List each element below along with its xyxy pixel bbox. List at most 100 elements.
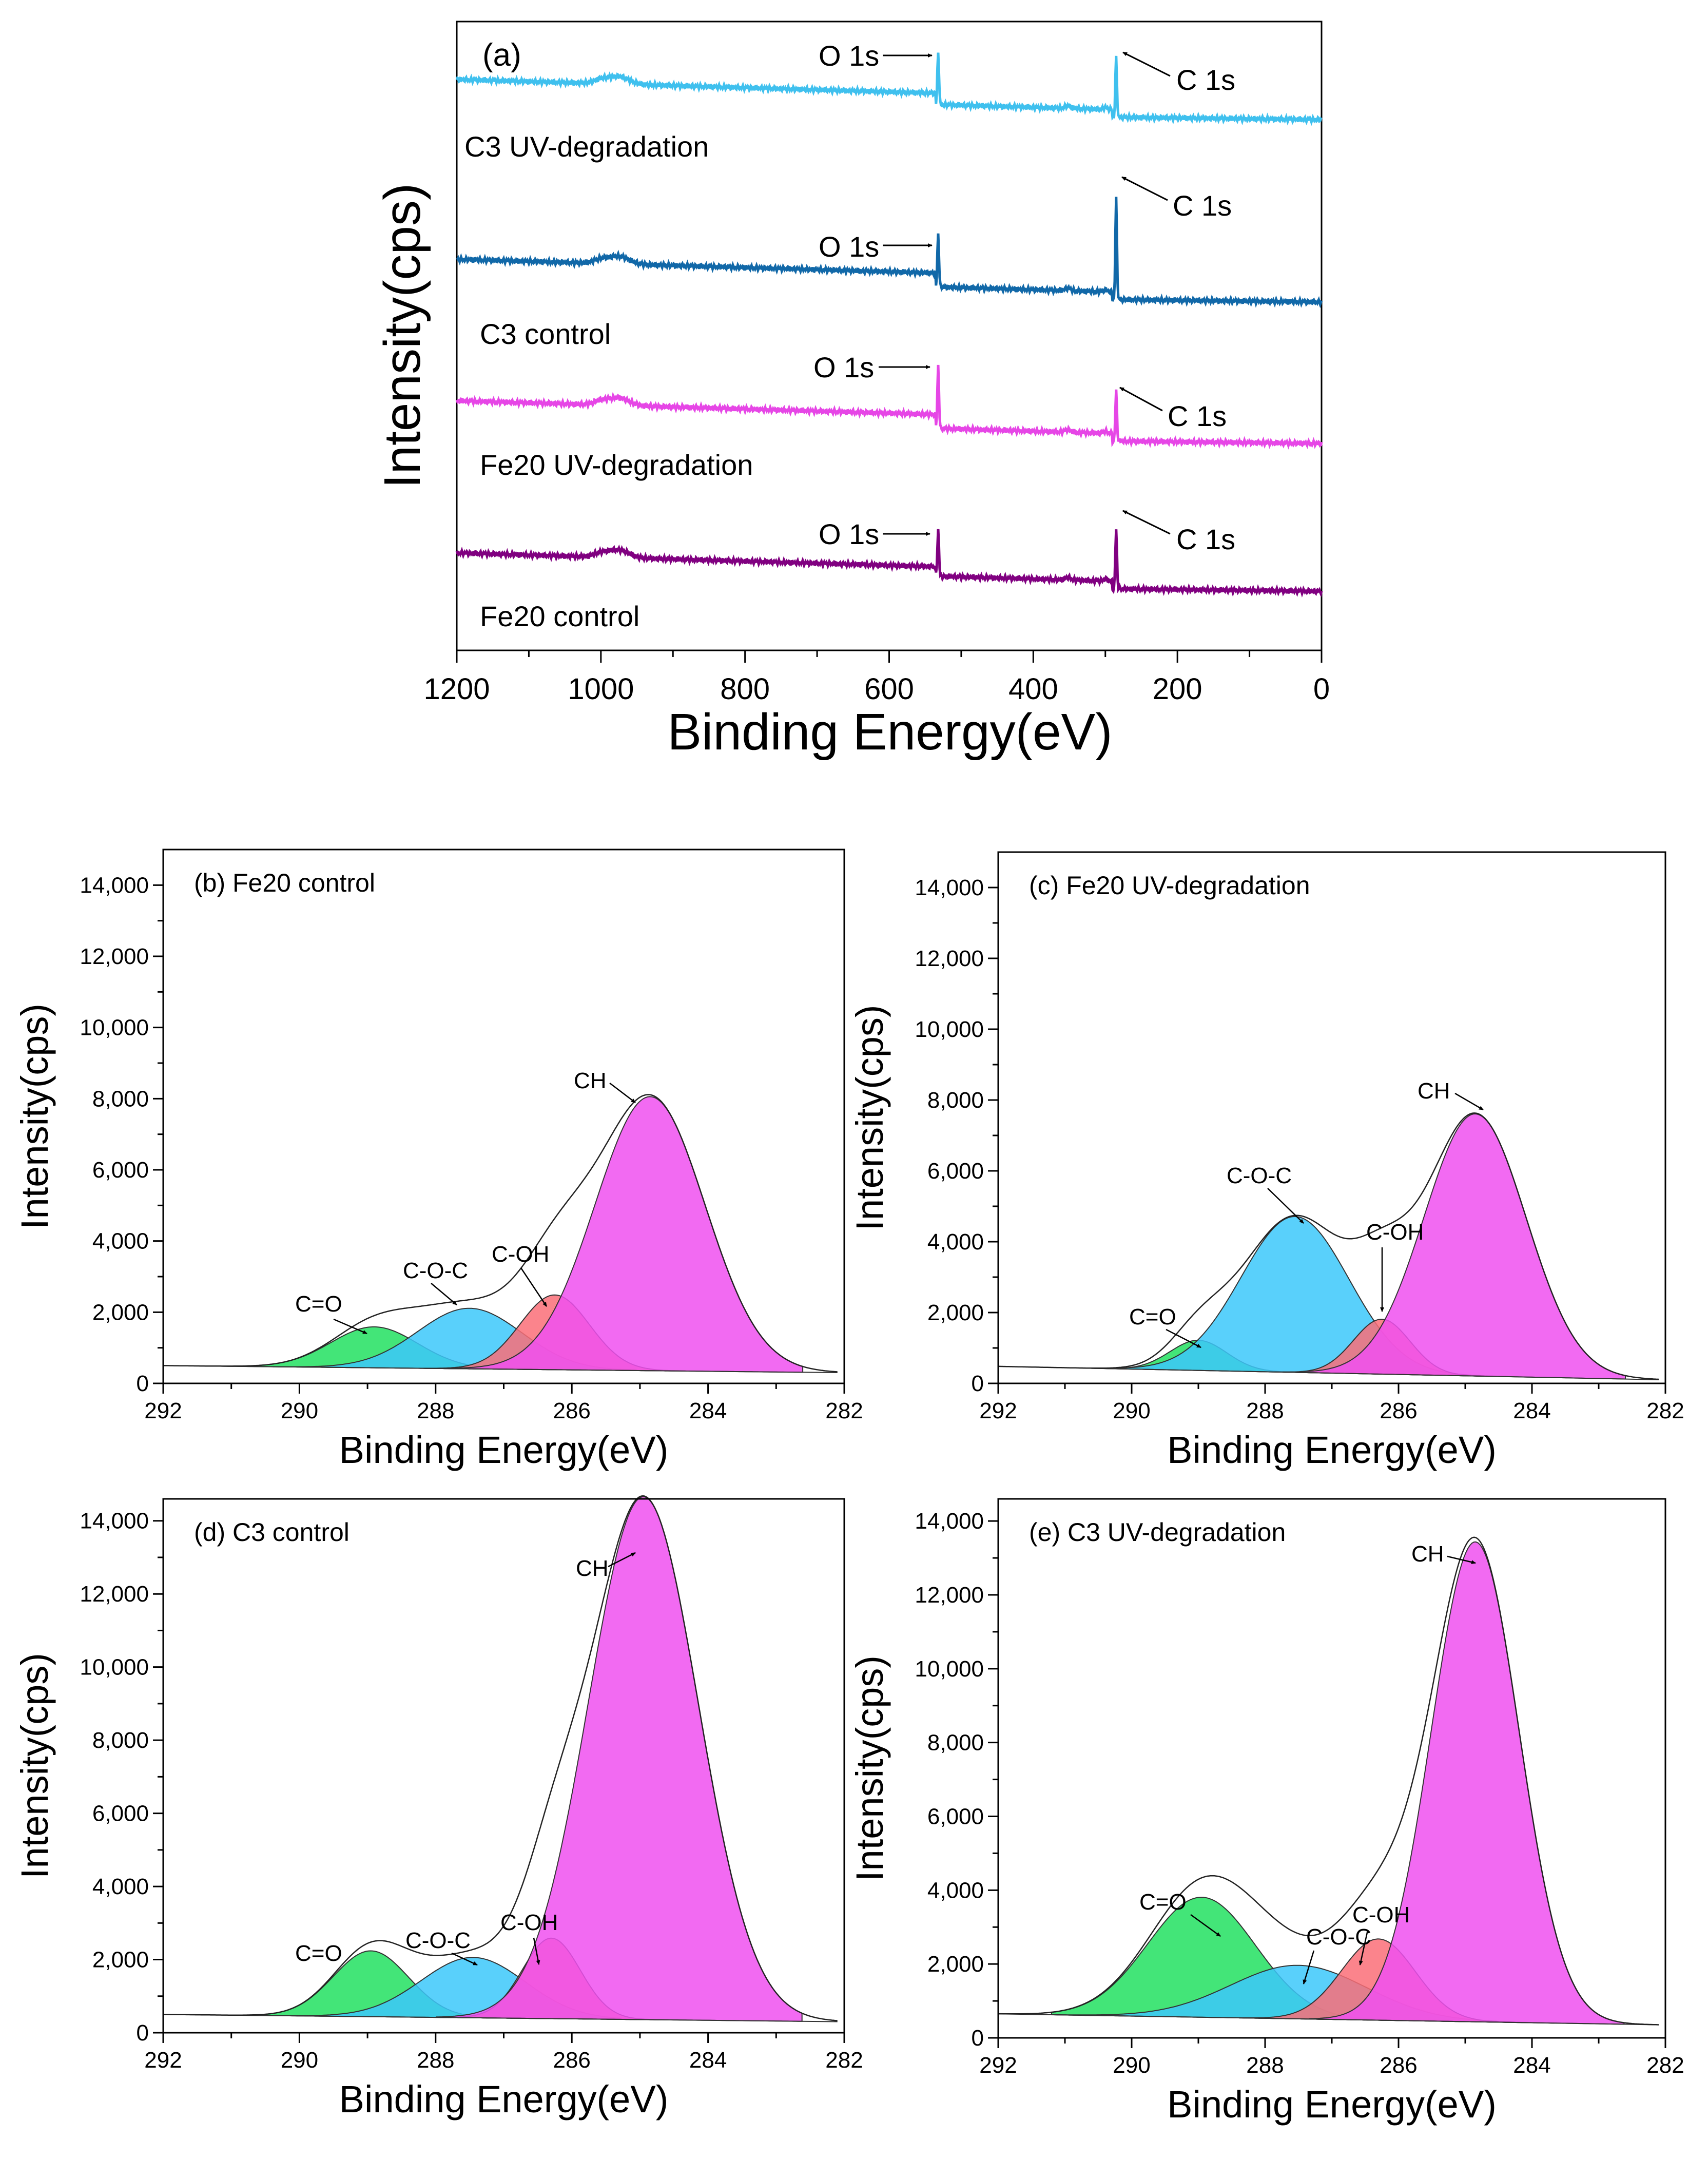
component-label: C-OH (1366, 1220, 1424, 1245)
x-tick-label: 286 (1380, 2053, 1417, 2078)
y-tick-label: 10,000 (80, 1655, 149, 1680)
y-tick-label: 8,000 (927, 1730, 984, 1756)
component-areas (1051, 1541, 1625, 2025)
y-tick-label: 12,000 (80, 944, 149, 969)
x-tick-label: 400 (1008, 672, 1058, 706)
y-tick-label: 2,000 (927, 1300, 984, 1325)
annotation-arrow (1303, 1950, 1315, 1984)
x-tick-label: 286 (553, 2048, 590, 2073)
x-tick-label: 290 (1113, 2053, 1150, 2078)
component-label: C-O-C (1227, 1163, 1292, 1188)
annotation-arrow (1454, 1092, 1484, 1111)
annotation-o1s: O 1s (819, 518, 879, 550)
x-tick-label: 288 (417, 2048, 454, 2073)
annotation-arrow (1447, 1555, 1476, 1565)
y-tick-label: 12,000 (80, 1582, 149, 1607)
panel-label: (a) (482, 37, 521, 73)
series-label-c3-control: C3 control (480, 318, 611, 350)
y-tick-label: 12,000 (915, 1583, 984, 1608)
annotation-arrow (609, 1083, 636, 1103)
y-tick-label: 8,000 (927, 1088, 984, 1113)
x-tick-label: 284 (1513, 2053, 1550, 2078)
y-axis-label: Intensity(cps) (848, 1655, 891, 1881)
x-tick-label: 286 (1380, 1398, 1417, 1423)
x-tick-label: 1200 (423, 672, 490, 706)
y-tick-label: 2,000 (92, 1300, 149, 1325)
x-tick-label: 200 (1153, 672, 1202, 706)
y-tick-label: 8,000 (92, 1728, 149, 1753)
x-tick-label: 282 (1646, 1398, 1684, 1423)
annotation-arrow (1267, 1188, 1304, 1224)
x-tick-label: 1000 (568, 672, 634, 706)
x-axis-label: Binding Energy(eV) (1167, 1429, 1497, 1471)
annotation-c1s: C 1s (1176, 64, 1235, 96)
x-tick-label: 290 (281, 2048, 318, 2073)
c1s-panel-c3-uv: 292 290 288 286 284 282 0 2,000 4,000 6,000 8,000 1… (848, 1498, 1684, 2126)
survey-spectrum-panel: (a) C3 UV-degradation C3 control Fe20 UV… (374, 21, 1330, 761)
annotation-c1s: C 1s (1173, 189, 1232, 222)
envelope-line (163, 1094, 838, 1373)
panel-title: (c) Fe20 UV-degradation (1029, 871, 1310, 900)
y-tick-label: 10,000 (80, 1015, 149, 1040)
annotation-arrow (533, 1937, 540, 1965)
panel-title: (b) Fe20 control (194, 869, 375, 897)
x-tick-label: 292 (979, 2053, 1017, 2078)
spectrum-line (455, 529, 1323, 598)
annotation-arrow (1122, 51, 1171, 77)
component-label: C=O (295, 1941, 342, 1966)
y-tick-label: 0 (972, 2026, 984, 2051)
component-label: C-O-C (403, 1258, 468, 1283)
x-tick-label: 284 (689, 1398, 727, 1423)
y-tick-label: 0 (137, 1371, 149, 1396)
x-tick-label: 286 (553, 1398, 590, 1423)
envelope-line (163, 1495, 838, 2021)
annotation-arrow (520, 1267, 548, 1307)
x-axis-label: Binding Energy(eV) (339, 1429, 669, 1471)
component-label: C-O-C (405, 1928, 471, 1953)
series-label-fe20-uv: Fe20 UV-degradation (480, 449, 753, 481)
y-tick-label: 12,000 (915, 946, 984, 971)
component-label: C-OH (1352, 1902, 1410, 1927)
component-label: CH (1411, 1541, 1444, 1567)
x-tick-label: 284 (689, 2048, 727, 2073)
x-tick-label: 800 (720, 672, 770, 706)
y-tick-label: 2,000 (927, 1952, 984, 1977)
spectrum-line (456, 197, 1323, 309)
y-tick-label: 0 (137, 2020, 149, 2046)
envelope-line (998, 1536, 1659, 2026)
y-tick-label: 6,000 (927, 1159, 984, 1184)
x-axis-label: Binding Energy(eV) (667, 703, 1112, 761)
x-tick-label: 0 (1313, 672, 1330, 706)
annotation-arrow (1119, 387, 1163, 412)
y-tick-label: 14,000 (915, 875, 984, 900)
annotation-arrow (431, 1283, 457, 1305)
annotation-c1s: C 1s (1176, 523, 1235, 555)
y-axis-label: Intensity(cps) (13, 1004, 56, 1229)
x-tick-label: 284 (1513, 1398, 1550, 1423)
envelope-line (998, 1112, 1659, 1380)
y-tick-label: 14,000 (915, 1509, 984, 1534)
background-line (163, 1365, 838, 1374)
y-tick-label: 4,000 (92, 1874, 149, 1899)
y-axis-label: Intensity(cps) (848, 1005, 891, 1230)
component-label: C=O (295, 1291, 342, 1317)
x-tick-label: 282 (825, 2048, 863, 2073)
x-tick-label: 292 (144, 1398, 182, 1423)
annotation-arrow (1121, 176, 1168, 201)
y-tick-label: 10,000 (915, 1656, 984, 1682)
spectrum-line (455, 364, 1323, 450)
y-tick-label: 4,000 (927, 1229, 984, 1255)
annotation-o1s: O 1s (813, 351, 874, 383)
series-label-c3-uv: C3 UV-degradation (464, 130, 709, 163)
spectrum-line (455, 52, 1323, 126)
annotation-o1s: O 1s (819, 230, 879, 263)
x-tick-label: 288 (1246, 1398, 1284, 1423)
panel-title: (e) C3 UV-degradation (1029, 1518, 1286, 1547)
x-tick-label: 292 (979, 1398, 1017, 1423)
component-label: C-O-C (1306, 1924, 1371, 1950)
component-label: CH (576, 1556, 609, 1581)
component-label: C=O (1129, 1304, 1176, 1329)
y-tick-label: 4,000 (927, 1878, 984, 1903)
plot-frame (997, 1498, 1666, 2039)
x-tick-label: 282 (825, 1398, 863, 1423)
